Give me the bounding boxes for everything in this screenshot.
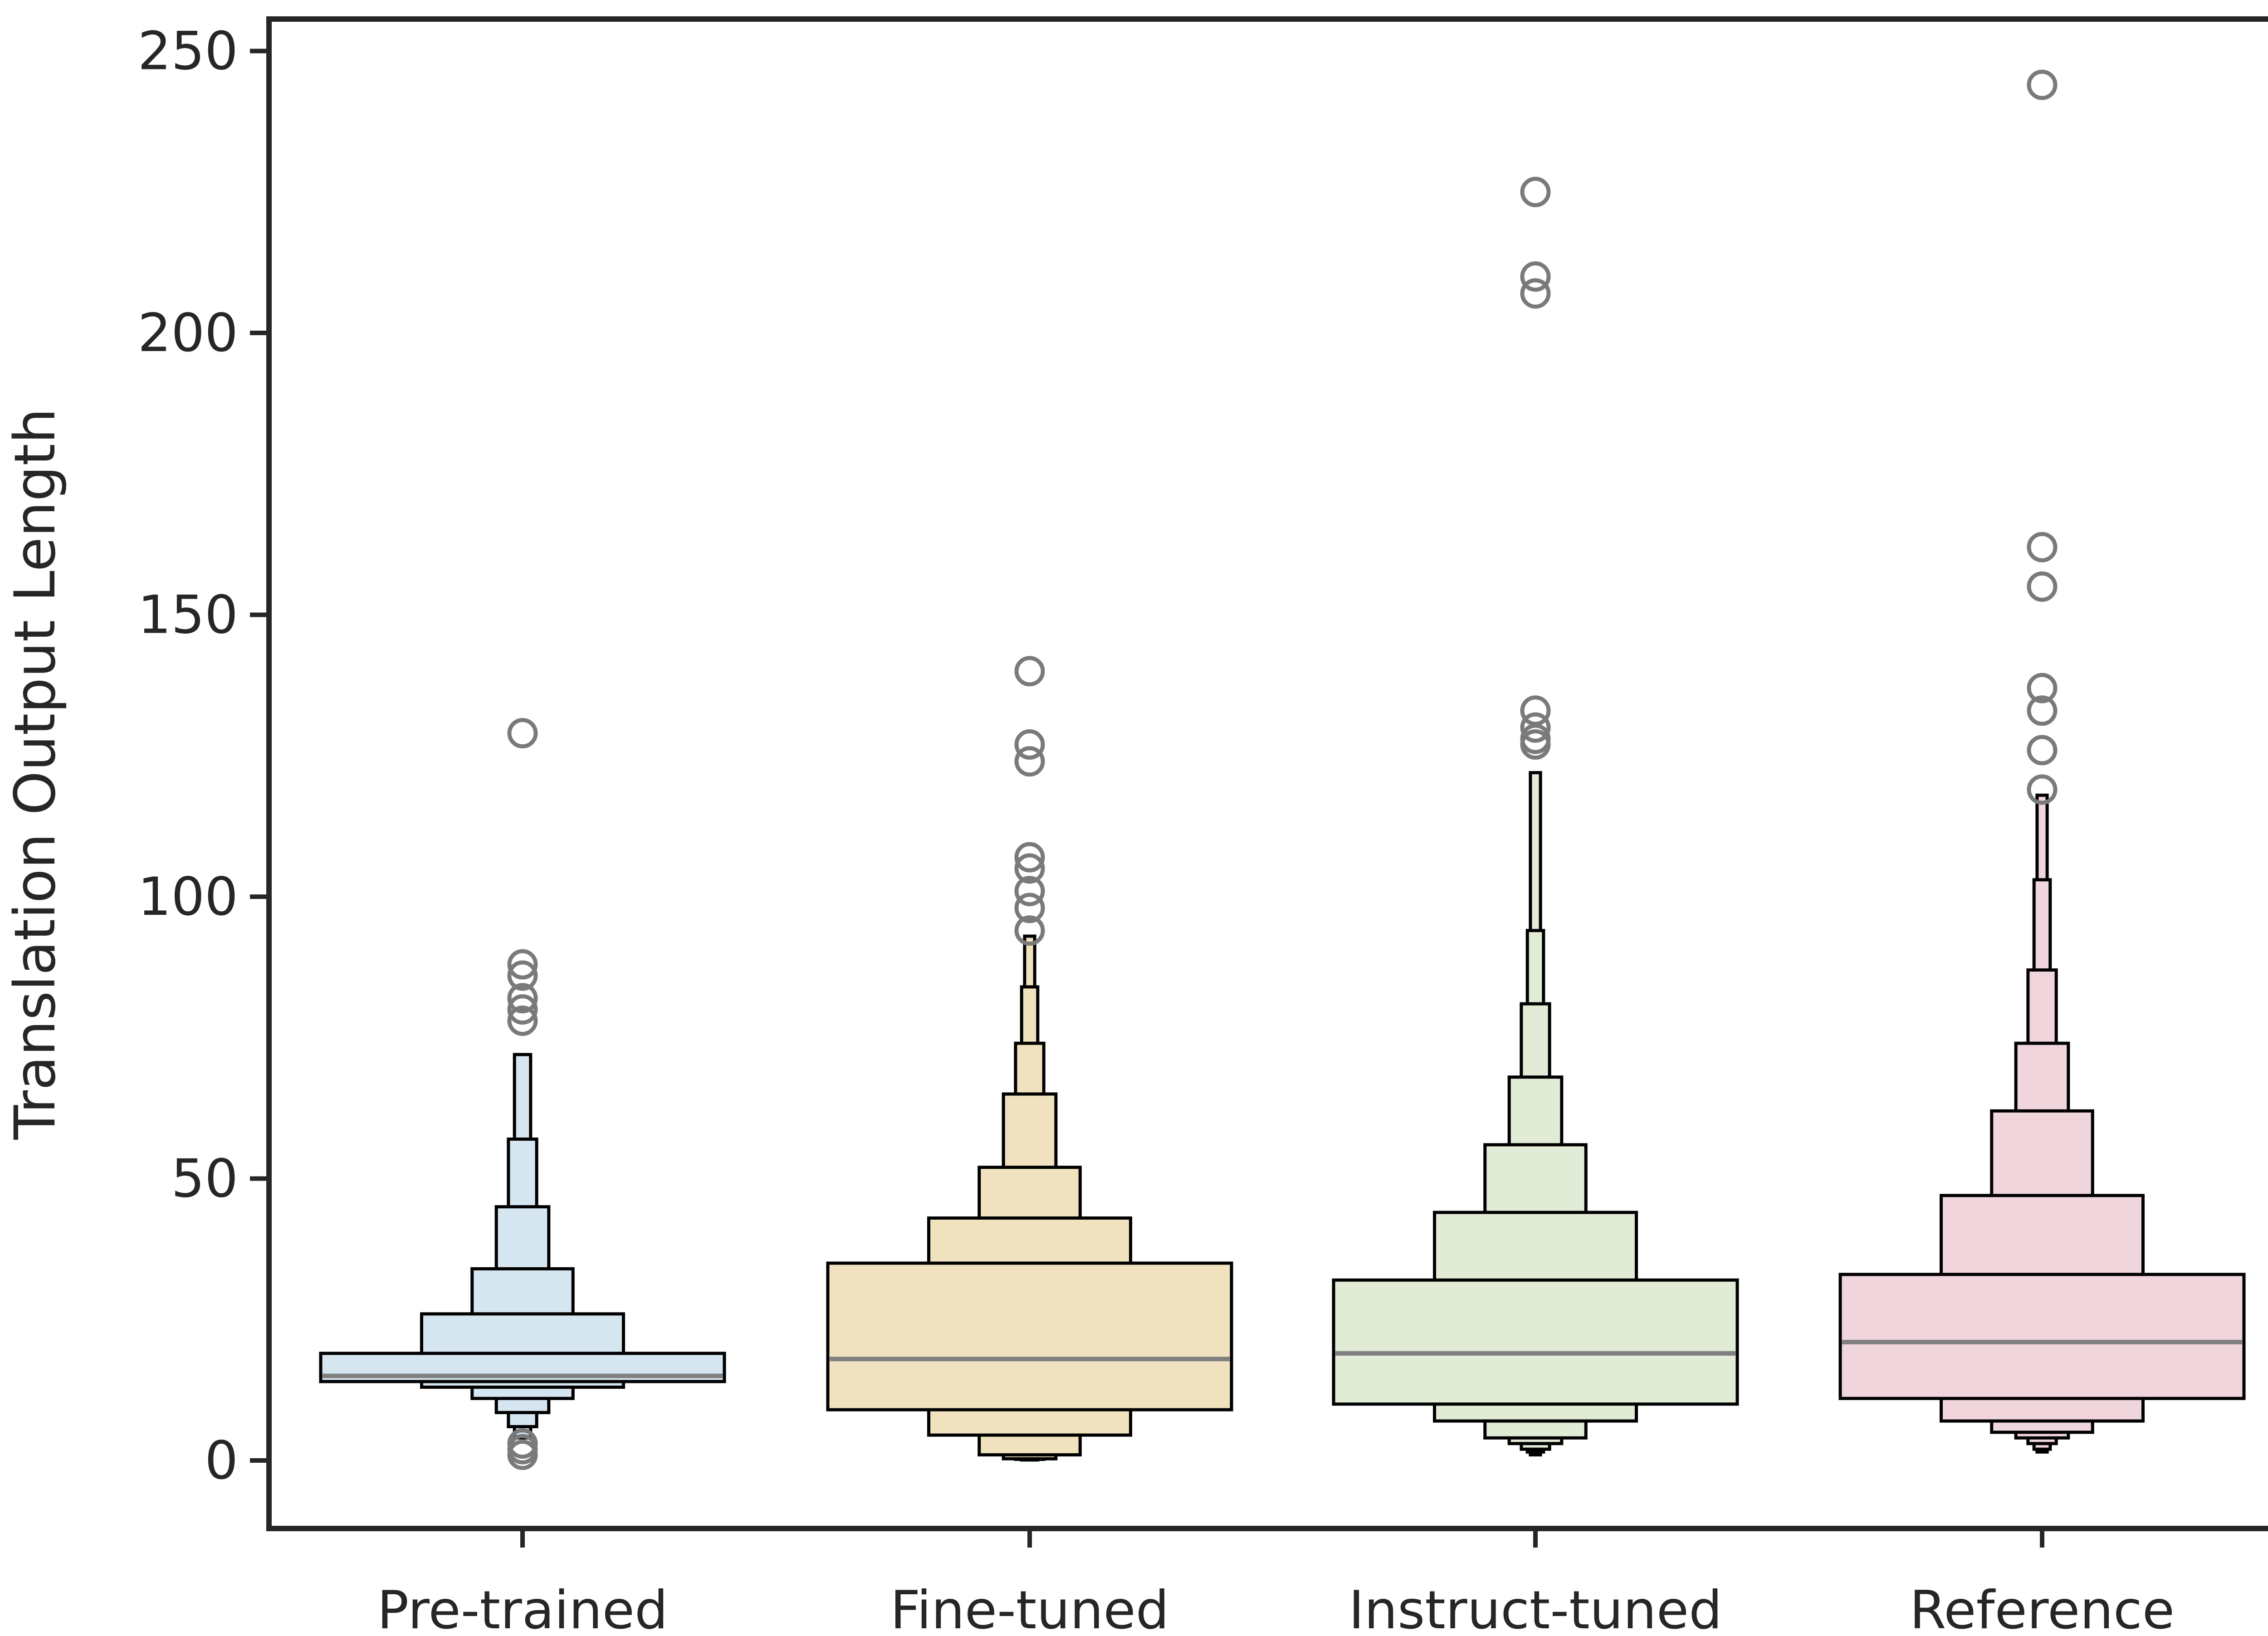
outlier-point: [507, 994, 538, 1025]
outlier-point: [1520, 261, 1551, 292]
y-tick-label: 100: [138, 866, 238, 928]
x-axis: Pre-trained Fine-tuned Instruct-tuned Refer…: [377, 1529, 2175, 1636]
outlier-point: [507, 1005, 538, 1036]
series-pre-trained: [319, 1053, 726, 1440]
outlier-point: [507, 718, 538, 749]
outlier-point: [2027, 774, 2058, 805]
outlier-point: [2027, 695, 2058, 726]
plot-frame: [266, 16, 2268, 1531]
outlier-point: [2027, 735, 2058, 766]
outliers-layer: [507, 69, 2058, 1470]
x-tick-label: Pre-trained: [377, 1580, 668, 1636]
y-tick-label: 50: [171, 1148, 238, 1210]
box-level-1: [1838, 1273, 2246, 1400]
series-instruct-tuned: [1332, 771, 1739, 1457]
outlier-point: [1014, 853, 1045, 884]
outlier-point: [1014, 915, 1045, 946]
y-tick-label: 250: [138, 21, 238, 82]
y-tick-label: 200: [138, 303, 238, 364]
outlier-point: [2027, 532, 2058, 562]
outlier-point: [507, 949, 538, 980]
outlier-point: [2027, 673, 2058, 703]
outlier-point: [2027, 69, 2058, 100]
outlier-point: [1014, 842, 1045, 873]
box-level-1: [1332, 1278, 1739, 1406]
outlier-point: [507, 1440, 538, 1470]
box-level-1: [826, 1261, 1233, 1411]
outlier-point: [1014, 656, 1045, 687]
series-fine-tuned: [826, 934, 1233, 1462]
outlier-point: [1520, 176, 1551, 207]
y-axis: 0 50 100 150 200 250: [138, 21, 269, 1491]
outlier-point: [507, 960, 538, 991]
outlier-point: [2027, 571, 2058, 602]
y-axis-title: Translation Output Length: [3, 408, 68, 1140]
x-tick-label: Instruct-tuned: [1349, 1580, 1722, 1636]
outlier-point: [1520, 729, 1551, 760]
outlier-point: [1014, 893, 1045, 923]
boxes-layer: [319, 771, 2246, 1462]
outlier-point: [507, 983, 538, 1014]
outlier-point: [1520, 712, 1551, 743]
outlier-point: [1014, 729, 1045, 760]
series-reference: [1838, 793, 2246, 1454]
outlier-point: [1520, 278, 1551, 309]
outlier-point: [1014, 876, 1045, 907]
x-tick-label: Reference: [1910, 1580, 2175, 1636]
y-tick-label: 0: [205, 1430, 238, 1491]
y-tick-label: 150: [138, 585, 238, 646]
x-tick-label: Fine-tuned: [890, 1580, 1169, 1636]
outlier-point: [1014, 746, 1045, 777]
